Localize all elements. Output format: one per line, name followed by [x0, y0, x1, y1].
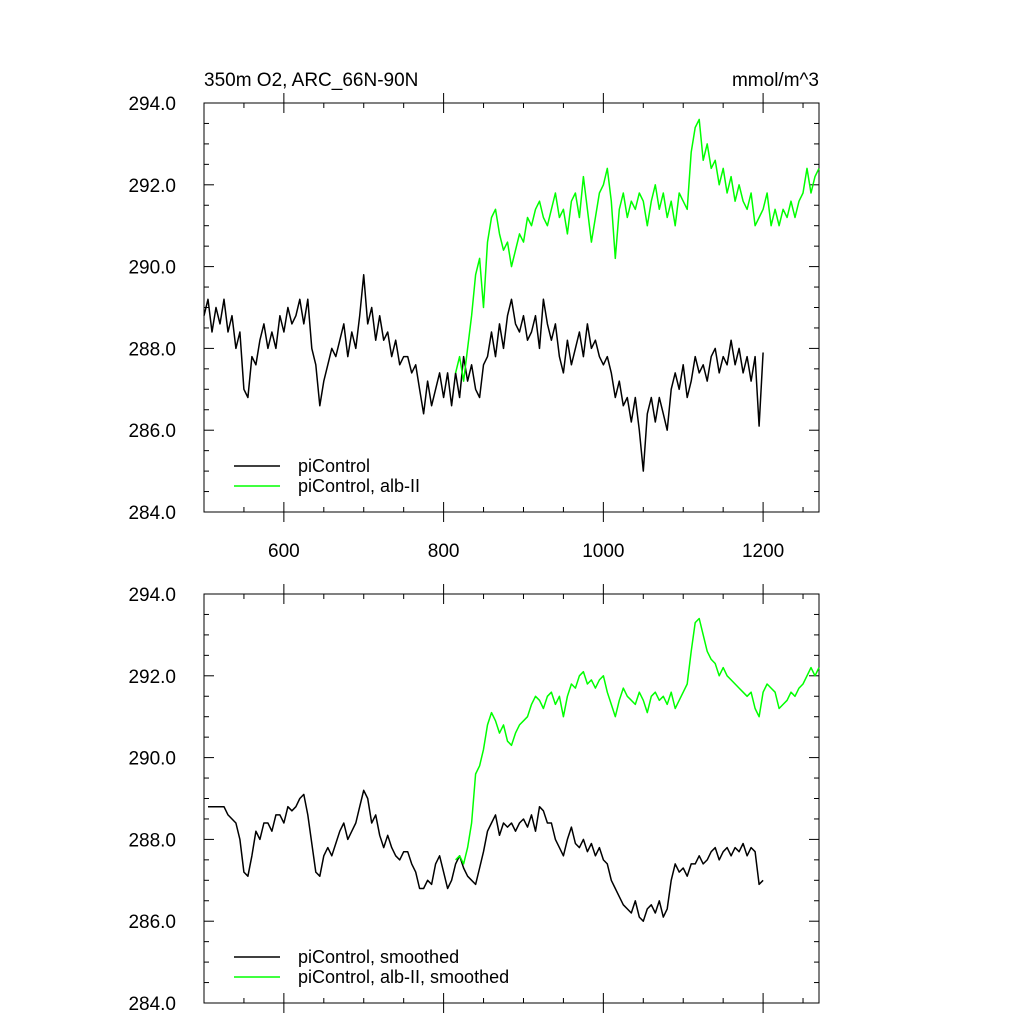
legend-label: piControl, smoothed — [298, 947, 459, 967]
y-tick-label: 294.0 — [128, 585, 176, 606]
y-tick-label: 284.0 — [128, 994, 176, 1015]
x-tick-label: 600 — [268, 541, 300, 562]
y-tick-label: 290.0 — [128, 258, 176, 279]
y-tick-label: 288.0 — [128, 830, 176, 851]
legend-label: piControl, alb-II, smoothed — [298, 967, 509, 987]
series-line-picontrol — [208, 789, 764, 922]
y-tick-label: 284.0 — [128, 503, 176, 524]
series-line-alb-ii — [454, 118, 820, 382]
series-line-alb-ii — [455, 617, 820, 865]
chart-title: 350m O2, ARC_66N-90N — [204, 70, 418, 91]
plot-frame — [203, 102, 820, 513]
legend-label: piControl — [298, 456, 370, 476]
plot-frame — [203, 593, 820, 1004]
series-line-picontrol — [203, 274, 764, 472]
y-tick-label: 286.0 — [128, 912, 176, 933]
x-tick-label: 1200 — [742, 541, 784, 562]
y-tick-label: 294.0 — [128, 94, 176, 115]
y-tick-label: 288.0 — [128, 339, 176, 360]
y-tick-label: 290.0 — [128, 749, 176, 770]
y-tick-label: 292.0 — [128, 667, 176, 688]
y-tick-label: 292.0 — [128, 176, 176, 197]
smoothed-panel: 284.0 286.0 288.0 290.0 292.0 294.0 piControl,… — [128, 584, 820, 1015]
legend-label: piControl, alb-II — [298, 476, 420, 496]
y-tick-label: 286.0 — [128, 421, 176, 442]
units-label: mmol/m^3 — [732, 70, 819, 91]
x-tick-label: 1000 — [582, 541, 624, 562]
x-tick-label: 800 — [428, 541, 460, 562]
raw-panel: 284.0 286.0 288.0 290.0 292.0 294.0 600 800 1000… — [128, 93, 820, 562]
